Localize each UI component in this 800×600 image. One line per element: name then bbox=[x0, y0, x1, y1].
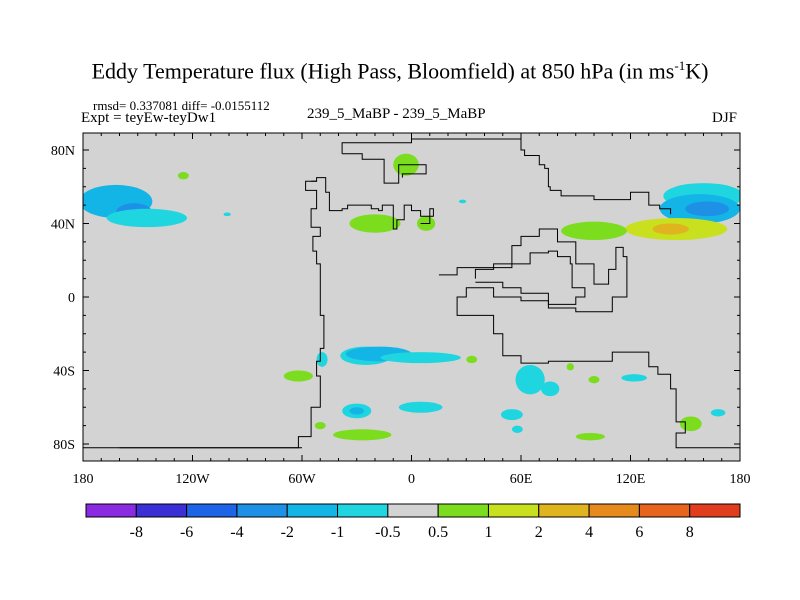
anomaly-patch bbox=[398, 401, 443, 413]
colorbar-label: 1 bbox=[484, 524, 492, 541]
colorbar-label: -0.5 bbox=[375, 524, 400, 541]
anomaly-patch bbox=[588, 376, 600, 384]
anomaly-patch bbox=[106, 208, 188, 228]
x-tick-label: 60E bbox=[510, 472, 533, 487]
colorbar-label: -2 bbox=[281, 524, 294, 541]
colorbar-label: 4 bbox=[585, 524, 593, 541]
anomaly-patch bbox=[333, 429, 392, 441]
coastline-outline bbox=[83, 177, 434, 449]
anomaly-patch bbox=[511, 425, 523, 433]
colorbar-swatch bbox=[135, 503, 188, 518]
colorbar-swatch bbox=[387, 503, 439, 518]
anomaly-patch bbox=[466, 355, 478, 364]
anomaly-patch bbox=[685, 201, 730, 217]
coastline-outline bbox=[342, 153, 427, 184]
coastline-outline bbox=[474, 250, 586, 305]
colorbar: -8 -6 -4 -2 -1 -0.5 0.5 1 2 4 6 8 bbox=[85, 503, 741, 541]
colorbar-swatch bbox=[689, 503, 741, 518]
anomaly-patch bbox=[380, 352, 461, 364]
anomaly-patch bbox=[679, 416, 702, 432]
colorbar-swatch bbox=[437, 503, 489, 518]
y-tick-label: 40N bbox=[51, 218, 75, 233]
anomaly-patch bbox=[652, 223, 689, 235]
y-tick-label: 40S bbox=[53, 365, 75, 380]
axes: 180 120W 60W 0 60E 120E 180 80N 40N 0 40S 80S bbox=[51, 133, 751, 487]
anomaly-patch bbox=[223, 212, 231, 217]
colorbar-swatch bbox=[337, 503, 389, 518]
anomaly-patch bbox=[283, 370, 313, 382]
anomaly-patch bbox=[710, 409, 726, 417]
anomaly-patch bbox=[541, 381, 560, 397]
x-tick-label: 120W bbox=[175, 472, 210, 487]
x-tick-label: 120E bbox=[616, 472, 646, 487]
colorbar-swatch bbox=[638, 503, 691, 518]
y-tick-label: 80N bbox=[51, 144, 75, 159]
x-tick-label: 180 bbox=[73, 472, 94, 487]
stats-text: rmsd= 0.337081 diff= -0.0155112 bbox=[93, 98, 270, 113]
anomaly-patch bbox=[316, 352, 328, 367]
colorbar-swatch bbox=[487, 503, 540, 518]
colorbar-swatch bbox=[236, 503, 288, 518]
anomaly-patch bbox=[575, 432, 605, 441]
anomaly-patch bbox=[314, 421, 326, 430]
y-tick-label: 80S bbox=[53, 438, 75, 453]
x-tick-label: 60W bbox=[288, 472, 316, 487]
colorbar-swatch bbox=[538, 503, 590, 518]
chart-title-end: K) bbox=[685, 58, 709, 84]
anomaly-patch bbox=[458, 199, 467, 204]
colorbar-label: 6 bbox=[635, 524, 643, 541]
anomaly-patch bbox=[566, 363, 574, 371]
x-tick-label: 0 bbox=[408, 472, 415, 487]
chart-title-superscript: -1 bbox=[674, 58, 686, 73]
colorbar-label: -4 bbox=[230, 524, 243, 541]
colorbar-swatch bbox=[85, 503, 137, 518]
experiment-label: Expt = teyEw-teyDw1 bbox=[81, 110, 217, 126]
colorbar-swatch bbox=[186, 503, 238, 518]
coastline-outline bbox=[438, 228, 740, 449]
chart-title-main: Eddy Temperature flux (High Pass, Bloomf… bbox=[91, 58, 675, 84]
x-tick-label: 180 bbox=[730, 472, 751, 487]
y-tick-label: 0 bbox=[68, 291, 75, 306]
anomaly-patch bbox=[349, 214, 401, 233]
colorbar-swatch bbox=[588, 503, 640, 518]
anomaly-patch bbox=[621, 374, 647, 382]
chart-title: Eddy Temperature flux (High Pass, Bloomf… bbox=[0, 58, 800, 84]
colorbar-label: 8 bbox=[686, 524, 694, 541]
anomaly-patch bbox=[561, 221, 627, 241]
coastline-outlines bbox=[83, 138, 740, 449]
anomaly-patch bbox=[349, 407, 365, 415]
colorbar-label: -1 bbox=[331, 524, 344, 541]
colorbar-swatch bbox=[286, 503, 339, 518]
anomaly-patch bbox=[500, 409, 523, 421]
anomaly-patches bbox=[83, 153, 740, 441]
colorbar-label: -8 bbox=[130, 524, 143, 541]
colorbar-label: 0.5 bbox=[428, 524, 448, 541]
anomaly-patch bbox=[515, 364, 545, 395]
season-label: DJF bbox=[712, 110, 738, 126]
center-label: 239_5_MaBP - 239_5_MaBP bbox=[307, 106, 486, 122]
anomaly-patch bbox=[177, 172, 189, 180]
coastline-outline bbox=[341, 138, 672, 215]
colorbar-label: -6 bbox=[180, 524, 193, 541]
colorbar-label: 2 bbox=[535, 524, 543, 541]
